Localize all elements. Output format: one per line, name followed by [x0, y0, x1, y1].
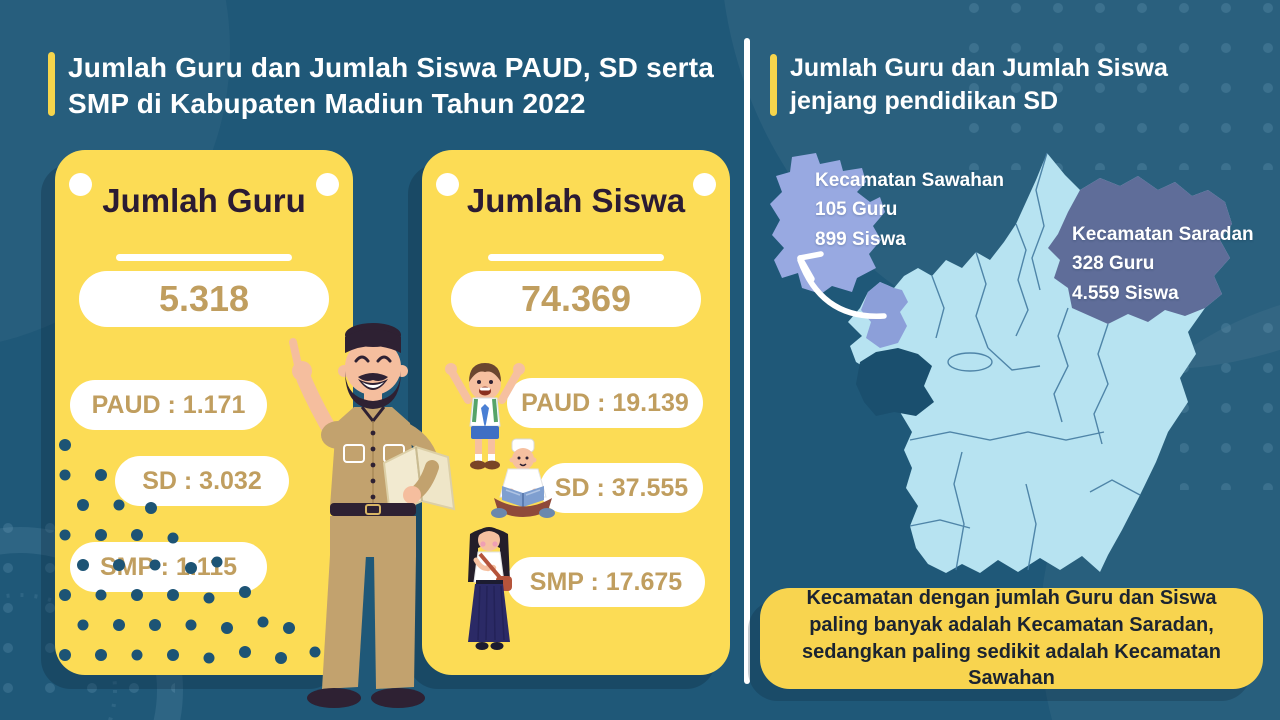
- sawahan-callout: Kecamatan Sawahan 105 Guru 899 Siswa: [815, 166, 1004, 254]
- siswa-card-underline: [488, 254, 664, 261]
- sawahan-name: Kecamatan Sawahan: [815, 170, 1005, 191]
- card-dots-pattern: [59, 439, 321, 664]
- right-panel-title: Jumlah Guru dan Jumlah Siswa jenjang pen…: [790, 54, 1168, 115]
- card-hole-left: [69, 173, 92, 196]
- siswa-stat-paud: PAUD : 19.139: [507, 378, 703, 428]
- student-reading-illustration: [491, 438, 555, 518]
- card-hole-right: [316, 173, 339, 196]
- siswa-card-title: Jumlah Siswa: [466, 182, 686, 219]
- sawahan-guru: 105 Guru: [815, 199, 898, 221]
- madiun-map: [770, 152, 1232, 573]
- right-title-accent-bar: [770, 54, 777, 116]
- left-panel-title: Jumlah Guru dan Jumlah Siswa PAUD, SD se…: [68, 52, 715, 119]
- sawahan-arrow: [797, 251, 887, 319]
- student-cheering-illustration: [445, 363, 525, 470]
- saradan-siswa: 4.559 Siswa: [1072, 282, 1179, 304]
- panel-divider: [744, 38, 750, 684]
- sawahan-siswa: 899 Siswa: [815, 228, 906, 250]
- saradan-callout: Kecamatan Saradan 328 Guru 4.559 Siswa: [1072, 220, 1254, 308]
- guru-stat-paud: PAUD : 1.171: [70, 380, 267, 430]
- card-hole-left: [436, 173, 459, 196]
- conclusion-box: Kecamatan dengan jumlah Guru dan Siswa p…: [760, 587, 1263, 690]
- guru-card: Jumlah Guru 5.318 PAUD : 1.171 SD : 3.03…: [55, 150, 353, 675]
- map-region-saradan: [1048, 176, 1232, 324]
- conclusion-text: Kecamatan dengan jumlah Guru dan Siswa p…: [801, 587, 1222, 690]
- teacher-illustration: [289, 323, 456, 708]
- student-girl-illustration: [468, 527, 512, 650]
- left-title-accent-bar: [48, 52, 55, 116]
- siswa-total-pill: 74.369: [451, 271, 701, 327]
- guru-card-underline: [116, 254, 292, 261]
- card-hole-right: [693, 173, 716, 196]
- siswa-stat-sd: SD : 37.555: [540, 463, 703, 513]
- guru-card-title: Jumlah Guru: [102, 182, 306, 219]
- guru-total-pill: 5.318: [79, 271, 329, 327]
- saradan-name: Kecamatan Saradan: [1072, 224, 1254, 245]
- siswa-stat-smp: SMP : 17.675: [507, 557, 705, 607]
- guru-stat-sd: SD : 3.032: [115, 456, 289, 506]
- saradan-guru: 328 Guru: [1072, 253, 1155, 275]
- map-region-dark: [856, 348, 934, 416]
